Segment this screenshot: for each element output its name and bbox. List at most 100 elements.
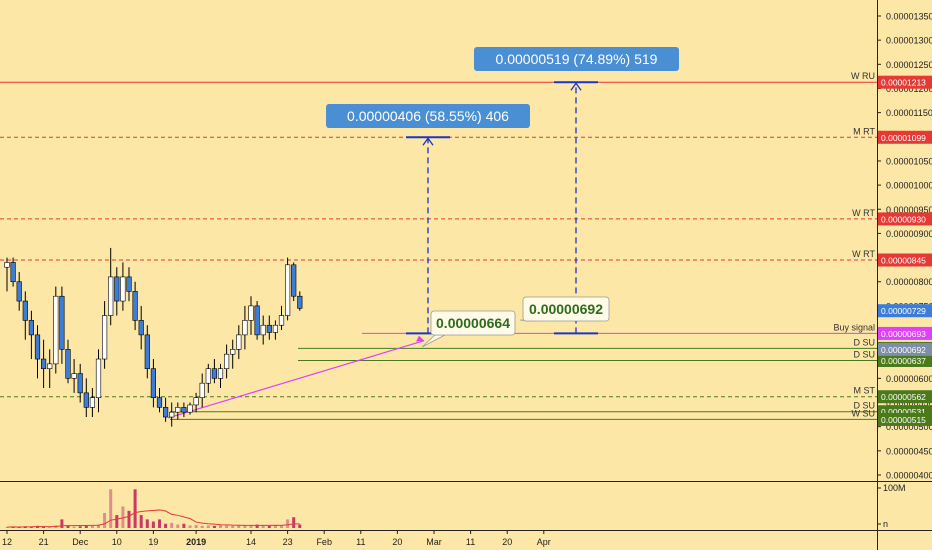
candle-body[interactable] bbox=[193, 397, 199, 406]
candle-body[interactable] bbox=[291, 264, 297, 297]
volume-bar bbox=[243, 525, 247, 528]
candle-body[interactable] bbox=[4, 262, 10, 268]
candle-body[interactable] bbox=[260, 324, 266, 336]
level-price-tag bbox=[878, 353, 932, 367]
candle-body[interactable] bbox=[284, 264, 291, 316]
candle-body[interactable] bbox=[114, 276, 120, 302]
volume-bar bbox=[78, 526, 82, 528]
candle-body[interactable] bbox=[248, 305, 254, 321]
candle-body[interactable] bbox=[254, 305, 260, 336]
price-tick-label: 0.00000800 bbox=[886, 277, 932, 287]
callout-text: 0.00000692 bbox=[529, 301, 603, 317]
volume-bar bbox=[237, 524, 241, 528]
time-tick-label: Mar bbox=[426, 537, 442, 547]
volume-bar bbox=[97, 524, 100, 528]
volume-bar bbox=[194, 524, 198, 528]
volume-bar bbox=[121, 506, 125, 528]
candle-body[interactable] bbox=[175, 407, 181, 413]
level-name: W SU bbox=[852, 408, 876, 418]
candle-body[interactable] bbox=[10, 262, 16, 283]
candle-body[interactable] bbox=[120, 276, 126, 302]
candle-body[interactable] bbox=[211, 368, 218, 379]
projection-arrowhead bbox=[422, 137, 434, 146]
volume-bar bbox=[255, 524, 259, 528]
candle-body[interactable] bbox=[22, 300, 28, 321]
level-price-tag bbox=[878, 326, 932, 340]
candle-body[interactable] bbox=[65, 349, 71, 379]
candle-body[interactable] bbox=[150, 368, 157, 398]
level-price-tag-text: 0.00001213 bbox=[881, 78, 926, 88]
candle-body[interactable] bbox=[59, 295, 65, 350]
level-price-tag bbox=[878, 390, 932, 404]
time-tick-label: Dec bbox=[72, 537, 89, 547]
candle-body[interactable] bbox=[236, 334, 242, 350]
candle-body[interactable] bbox=[297, 295, 303, 309]
candle-body[interactable] bbox=[224, 353, 230, 370]
level-price-tag-text: 0.00000637 bbox=[881, 356, 926, 366]
volume-bar bbox=[103, 512, 107, 528]
volume-bar bbox=[231, 525, 235, 528]
level-name: D SU bbox=[853, 349, 875, 359]
level-price-tag-text: 0.00000845 bbox=[881, 255, 926, 265]
candle-body[interactable] bbox=[138, 320, 144, 336]
volume-tick-label: n bbox=[883, 519, 888, 529]
level-price-tag bbox=[878, 75, 932, 89]
volume-bar bbox=[139, 515, 143, 528]
candle-body[interactable] bbox=[53, 295, 59, 365]
trend-line bbox=[167, 340, 425, 419]
level-name: D SU bbox=[853, 401, 875, 411]
time-tick-label: 2019 bbox=[186, 537, 206, 547]
volume-bar bbox=[261, 525, 265, 528]
candle-body[interactable] bbox=[230, 349, 236, 355]
candle-body[interactable] bbox=[83, 392, 89, 408]
price-tick-label: 0.00001300 bbox=[886, 36, 932, 46]
price-tick-label: 0.00000900 bbox=[886, 229, 932, 239]
volume-bar bbox=[90, 525, 94, 528]
candle-body[interactable] bbox=[242, 320, 248, 336]
volume-bar bbox=[176, 524, 180, 528]
candle-body[interactable] bbox=[126, 276, 132, 292]
candle-body[interactable] bbox=[89, 397, 95, 408]
candle-body[interactable] bbox=[272, 324, 279, 333]
candle-body[interactable] bbox=[102, 315, 108, 360]
candle-body[interactable] bbox=[181, 407, 187, 413]
price-tick-label: 0.00001000 bbox=[886, 181, 932, 191]
candle-body[interactable] bbox=[77, 373, 83, 394]
candle-body[interactable] bbox=[28, 320, 35, 336]
volume-bar bbox=[188, 525, 192, 528]
candle-body[interactable] bbox=[144, 334, 150, 370]
candle-body[interactable] bbox=[40, 358, 47, 370]
candle-body[interactable] bbox=[187, 404, 193, 413]
candle-body[interactable] bbox=[156, 397, 163, 408]
candle-body[interactable] bbox=[95, 358, 102, 398]
volume-bar bbox=[170, 522, 174, 528]
projection-label-box bbox=[326, 104, 530, 128]
candle-body[interactable] bbox=[132, 291, 138, 321]
candle-body[interactable] bbox=[34, 334, 41, 360]
projection-label-box bbox=[474, 47, 679, 71]
candle-body[interactable] bbox=[47, 363, 53, 370]
candle-body[interactable] bbox=[217, 368, 224, 379]
candle-body[interactable] bbox=[205, 368, 211, 384]
main-pane[interactable] bbox=[0, 0, 877, 481]
candle-body[interactable] bbox=[278, 315, 285, 326]
candle-body[interactable] bbox=[199, 382, 205, 398]
candle-body[interactable] bbox=[163, 407, 169, 418]
volume-ma-line bbox=[6, 509, 300, 528]
volume-bar bbox=[158, 519, 161, 528]
level-name: Buy signal bbox=[833, 322, 875, 332]
time-tick-label: 20 bbox=[502, 537, 512, 547]
candle-body[interactable] bbox=[71, 373, 77, 379]
candle-body[interactable] bbox=[108, 276, 114, 316]
candle-body[interactable] bbox=[266, 324, 272, 333]
level-price-tag-text: 0.00000930 bbox=[881, 214, 926, 224]
time-tick-label: 11 bbox=[466, 537, 475, 547]
price-tick-label: 0.00000500 bbox=[886, 422, 932, 432]
candle-body[interactable] bbox=[169, 411, 175, 418]
volume-bar bbox=[17, 527, 21, 528]
candle-body[interactable] bbox=[16, 281, 22, 302]
volume-bar bbox=[151, 521, 155, 528]
volume-bar bbox=[48, 526, 52, 528]
